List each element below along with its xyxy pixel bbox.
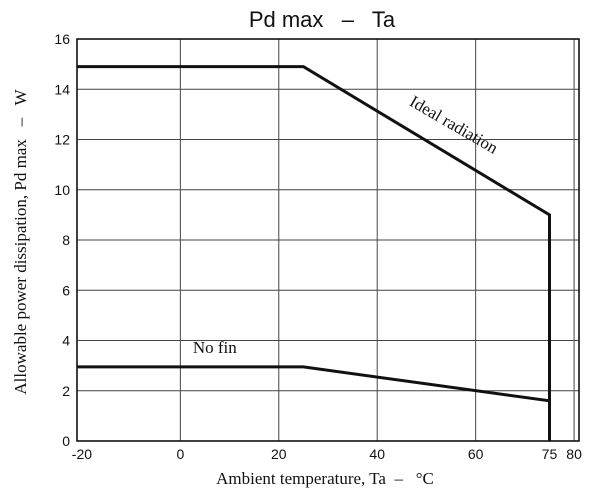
x-tick-label: 80 xyxy=(566,446,582,462)
plot-frame xyxy=(76,38,580,442)
y-tick-label: 12 xyxy=(54,132,70,148)
y-tick-label: 0 xyxy=(62,433,70,449)
y-tick-label: 16 xyxy=(54,31,70,47)
x-tick-label: 75 xyxy=(542,446,558,462)
x-tick-label: 40 xyxy=(369,446,385,462)
y-tick-label: 6 xyxy=(62,282,70,298)
annotations: Ideal radiation No fin xyxy=(193,92,502,357)
y-tick-label: 14 xyxy=(54,81,70,97)
y-tick-label: 8 xyxy=(62,232,70,248)
x-axis-label: Ambient temperature, Ta – °C xyxy=(216,469,434,488)
annotation-ideal-radiation: Ideal radiation xyxy=(406,92,501,158)
x-tick-label: -20 xyxy=(72,446,92,462)
y-tick-label: 10 xyxy=(54,182,70,198)
grid xyxy=(77,39,579,441)
series-layer xyxy=(77,65,551,441)
chart-title: Pd max – Ta xyxy=(249,7,396,32)
annotation-no-fin: No fin xyxy=(193,338,237,357)
x-tick-label: 0 xyxy=(176,446,184,462)
y-axis-label: Allowable power dissipation, Pd max – W xyxy=(11,88,30,394)
series-line-no-fin xyxy=(77,365,551,441)
y-tick-label: 2 xyxy=(62,383,70,399)
y-tick-label: 4 xyxy=(62,333,70,349)
x-tick-label: 60 xyxy=(468,446,484,462)
x-tick-label: 20 xyxy=(271,446,287,462)
series-line-ideal-radiation xyxy=(77,65,551,441)
